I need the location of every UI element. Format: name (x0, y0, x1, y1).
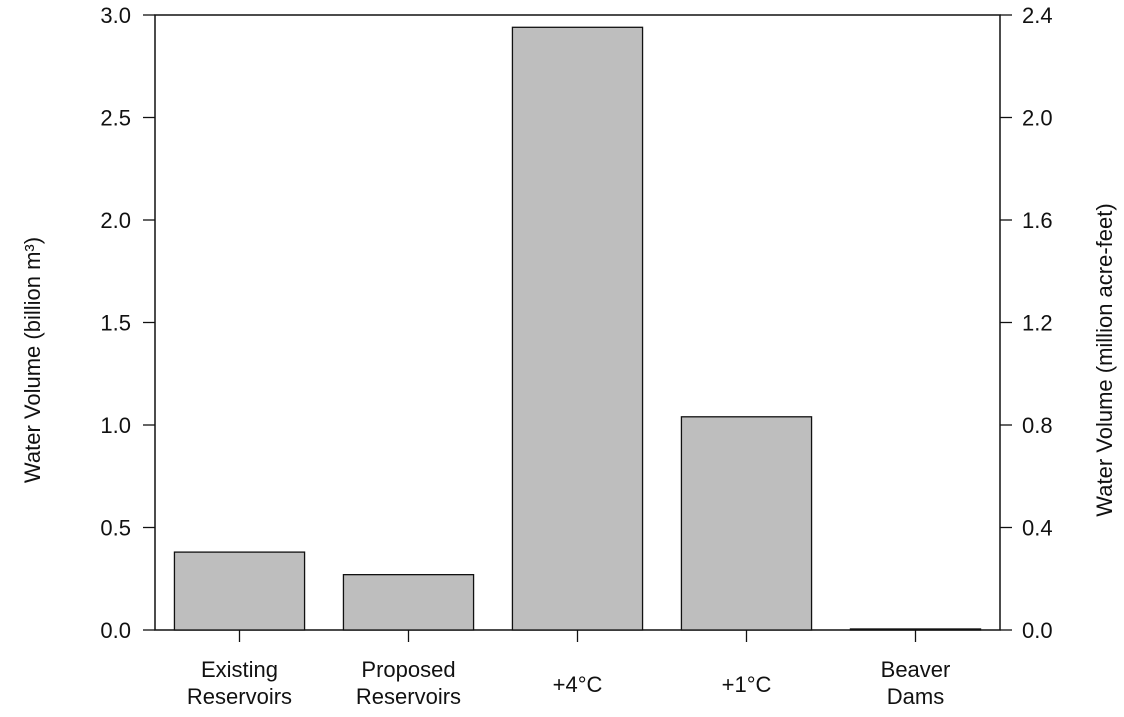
left-y-tick-label: 0.5 (100, 516, 131, 541)
x-tick-label: Existing Reservoirs (187, 657, 292, 709)
bar-2 (511, 26, 644, 631)
right-y-tick-label: 2.0 (1022, 106, 1053, 131)
left-y-axis: 0.0 0.5 1.0 1.5 2.0 2.5 3.0 (100, 3, 155, 643)
left-y-tick-label: 3.0 (100, 3, 131, 28)
bar-0 (173, 551, 306, 631)
bar-3 (680, 416, 813, 631)
bars (173, 26, 982, 631)
right-y-tick-label: 1.2 (1022, 311, 1053, 336)
right-y-tick-label: 2.4 (1022, 3, 1053, 28)
left-y-tick-label: 1.0 (100, 413, 131, 438)
right-y-tick-label: 0.4 (1022, 516, 1053, 541)
x-tick-label: +1°C (722, 672, 772, 697)
left-y-tick-label: 0.0 (100, 618, 131, 643)
right-y-tick-label: 0.0 (1022, 618, 1053, 643)
left-y-tick-label: 2.0 (100, 208, 131, 233)
x-tick-label: Proposed Reservoirs (356, 657, 461, 709)
bar-4 (849, 628, 982, 631)
left-y-tick-label: 2.5 (100, 106, 131, 131)
x-axis: Existing Reservoirs Proposed Reservoirs +4°C… (187, 630, 950, 709)
bar-1 (342, 574, 475, 631)
left-y-axis-label: Water Volume (billion m³) (20, 237, 45, 483)
right-y-axis: 0.0 0.4 0.8 1.2 1.6 2.0 2.4 (1000, 3, 1053, 643)
right-y-tick-label: 0.8 (1022, 413, 1053, 438)
x-tick-label: Beaver Dams (881, 657, 951, 709)
x-tick-label: +4°C (553, 672, 603, 697)
right-y-axis-label: Water Volume (million acre-feet) (1092, 203, 1117, 516)
left-y-tick-label: 1.5 (100, 311, 131, 336)
right-y-tick-label: 1.6 (1022, 208, 1053, 233)
